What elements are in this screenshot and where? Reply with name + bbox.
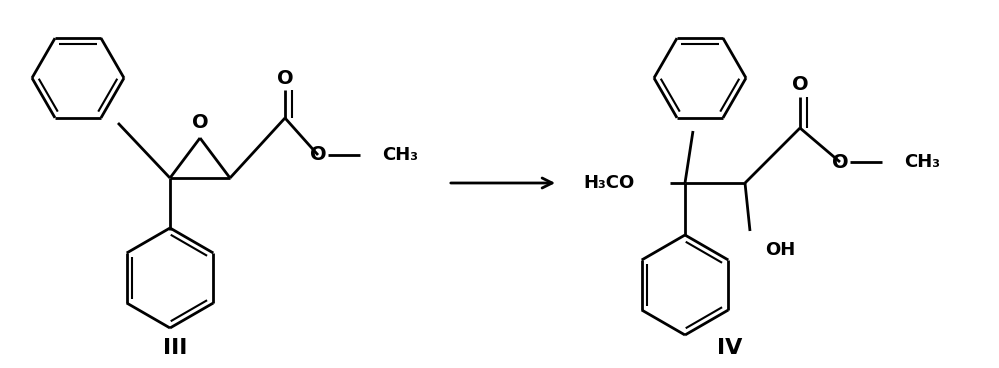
Text: OH: OH [765, 241, 795, 259]
Text: O: O [791, 75, 808, 95]
Text: H₃CO: H₃CO [583, 174, 635, 192]
Text: O: O [277, 68, 294, 88]
Text: CH₃: CH₃ [382, 146, 418, 164]
Text: III: III [163, 338, 187, 358]
Text: O: O [832, 152, 848, 171]
Text: IV: IV [717, 338, 742, 358]
Text: CH₃: CH₃ [904, 153, 940, 171]
Text: O: O [192, 113, 209, 131]
Text: O: O [310, 145, 327, 164]
